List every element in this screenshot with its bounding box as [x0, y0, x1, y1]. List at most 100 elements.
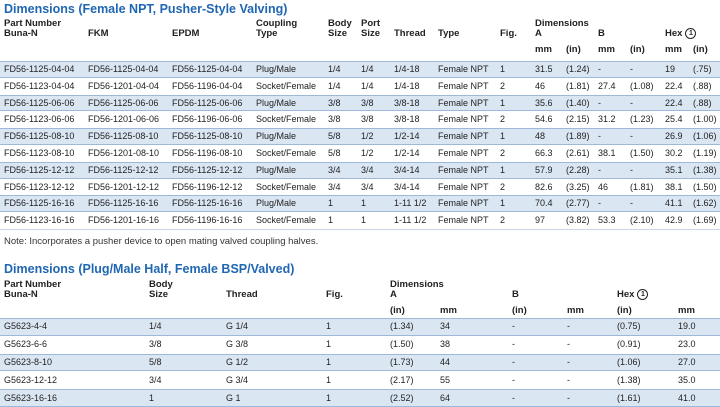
unit-header: (in) [630, 44, 645, 55]
cell: 44 [440, 357, 451, 367]
cell: Socket/Female [256, 80, 317, 91]
cell: FD56-1125-06-06 [88, 97, 159, 108]
cell: 1 [326, 374, 332, 385]
cell: 35.0 [678, 374, 696, 385]
cell: (1.50) [630, 147, 654, 158]
cell: - [598, 131, 601, 142]
cell: G5623-4-4 [4, 321, 48, 332]
cell: FD56-1125-08-10 [4, 131, 75, 142]
column-header: Buna-N [4, 28, 38, 39]
cell: FD56-1201-12-12 [88, 181, 160, 192]
cell: 3/8 [328, 114, 341, 125]
cell: (1.81) [630, 181, 654, 192]
cell: 30.2 [665, 147, 683, 158]
cell: - [567, 357, 570, 367]
cell: 64 [440, 392, 451, 403]
dimensions-header: Dimensions [390, 279, 444, 290]
cell: Female NPT [438, 181, 489, 192]
cell: FD56-1125-08-10 [88, 131, 159, 142]
cell: G5623-8-10 [4, 357, 53, 367]
cell: 1-11 1/2 [394, 215, 427, 226]
row-band [0, 336, 720, 355]
cell: FD56-1196-08-10 [172, 147, 243, 158]
cell: 1 [326, 357, 332, 367]
note: Note: Incorporates a pusher device to op… [4, 236, 319, 247]
unit-header: (in) [617, 305, 632, 316]
note-ref: 1 [685, 28, 697, 39]
unit-header: mm [440, 305, 457, 316]
cell: G5623-12-12 [4, 374, 58, 385]
cell: 5/8 [328, 147, 341, 158]
cell: Female NPT [438, 198, 489, 209]
cell: Female NPT [438, 131, 489, 142]
cell: 1 [361, 215, 367, 226]
cell: - [512, 392, 515, 403]
cell: FD56-1196-12-12 [172, 181, 243, 192]
cell: (1.38) [693, 164, 717, 175]
cell: (1.19) [693, 147, 717, 158]
cell: 97 [535, 215, 546, 226]
cell: (2.52) [390, 392, 414, 403]
cell: Plug/Male [256, 164, 297, 175]
cell: 19 [665, 63, 676, 74]
cell: (.88) [693, 80, 712, 91]
cell: G5623-6-6 [4, 339, 48, 350]
cell: FD56-1125-16-16 [172, 198, 243, 209]
unit-header: mm [598, 44, 615, 55]
cell: - [512, 339, 515, 350]
cell: 2 [500, 181, 506, 192]
cell: - [598, 164, 601, 175]
cell: FD56-1123-04-04 [4, 80, 75, 91]
cell: 31.5 [535, 63, 553, 74]
cell: FD56-1125-12-12 [172, 164, 243, 175]
column-header: Thread [394, 28, 426, 39]
cell: - [567, 339, 570, 350]
cell: Female NPT [438, 80, 489, 91]
cell: 2 [500, 147, 506, 158]
cell: 1/4 [361, 80, 374, 91]
cell: (1.38) [617, 374, 641, 385]
column-header: Buna-N [4, 289, 38, 300]
cell: Female NPT [438, 164, 489, 175]
column-header: FKM [88, 28, 109, 39]
row-band [0, 161, 720, 179]
cell: 1/2 [361, 147, 374, 158]
cell: 22.4 [665, 97, 683, 108]
cell: (2.61) [566, 147, 590, 158]
cell: G5623-16-16 [4, 392, 58, 403]
cell: FD56-1125-04-04 [172, 63, 243, 74]
section-title: Dimensions (Female NPT, Pusher-Style Val… [4, 2, 288, 16]
row-band [0, 212, 720, 230]
cell: 3/8 [361, 114, 374, 125]
cell: Female NPT [438, 63, 489, 74]
cell: 3/8-18 [394, 114, 420, 125]
column-header: EPDM [172, 28, 200, 39]
cell: 42.9 [665, 215, 683, 226]
cell: G 1/2 [226, 357, 249, 367]
cell: (.75) [693, 63, 712, 74]
cell: (1.06) [693, 131, 717, 142]
cell: 1/4 [361, 63, 374, 74]
cell: (1.40) [566, 97, 590, 108]
cell: 3/4-14 [394, 164, 420, 175]
cell: - [598, 198, 601, 209]
cell: 1/4 [149, 321, 162, 332]
cell: G 1/4 [226, 321, 249, 332]
cell: (3.25) [566, 181, 590, 192]
column-header: Body [328, 18, 352, 29]
cell: 66.3 [535, 147, 553, 158]
column-header: Size [149, 289, 169, 300]
column-header: Body [149, 279, 173, 290]
cell: 1-11 1/2 [394, 198, 427, 209]
cell: (1.06) [617, 357, 641, 367]
column-header: Port [361, 18, 380, 29]
cell: (1.23) [630, 114, 654, 125]
row-band [0, 371, 720, 391]
cell: FD56-1123-06-06 [4, 114, 75, 125]
cell: Female NPT [438, 97, 489, 108]
cell: Plug/Male [256, 63, 297, 74]
cell: - [630, 198, 633, 209]
dimension-name: Hex 1 [617, 289, 649, 300]
cell: 53.3 [598, 215, 616, 226]
cell: (1.62) [693, 198, 717, 209]
